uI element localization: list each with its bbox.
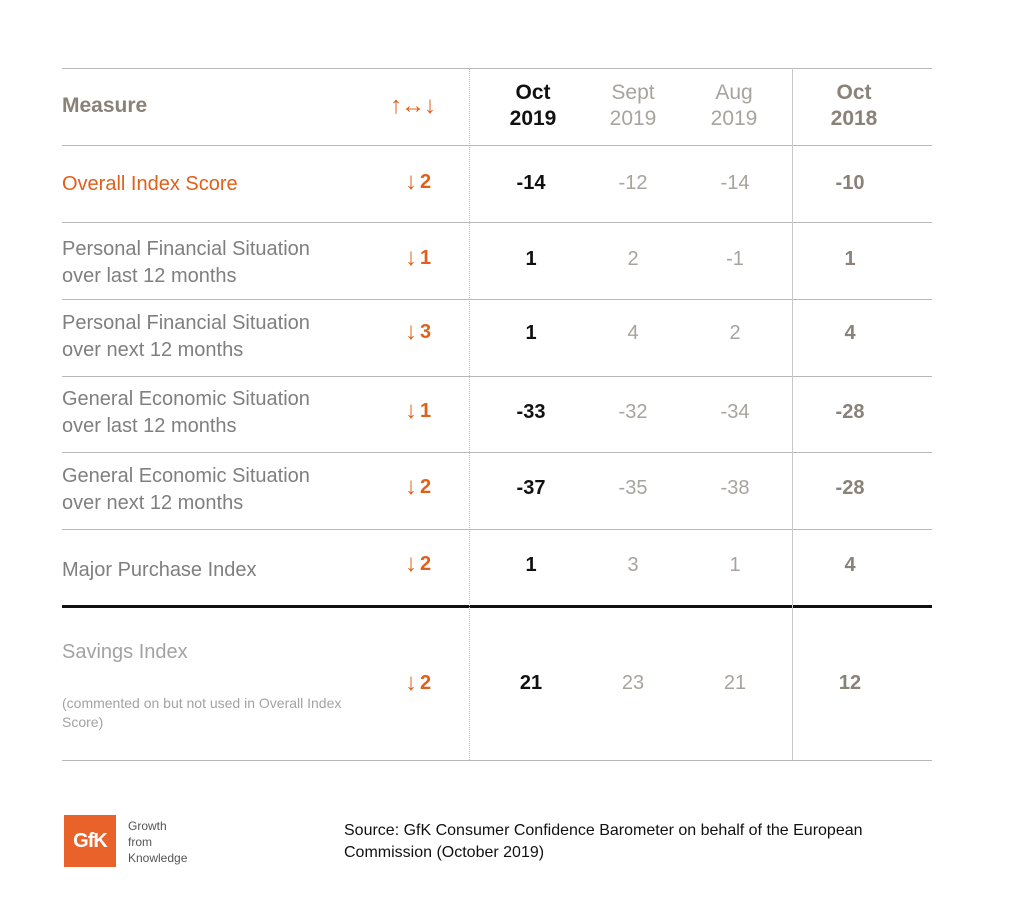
value-cell: -14 [720, 172, 750, 194]
value-cell: 1 [525, 322, 537, 344]
change-indicator: ↓ 2 [405, 552, 431, 576]
down-arrow-icon: ↓ [405, 397, 417, 424]
value-cell: -14 [516, 172, 546, 194]
value-cell: 1 [525, 554, 537, 576]
source-note: Source: GfK Consumer Confidence Baromete… [344, 822, 863, 861]
down-arrow-icon: ↓ [405, 244, 417, 271]
value-cell: 4 [844, 322, 856, 344]
value-cell: 3 [627, 554, 639, 576]
value-cell: 23 [621, 672, 645, 694]
value-cell: -34 [720, 401, 750, 423]
value-cell: -12 [618, 172, 648, 194]
header-rule [62, 145, 932, 146]
value-cell: 1 [844, 248, 856, 270]
savings-index-note: (commented on but not used in Overall In… [62, 695, 342, 730]
value-cell: -37 [516, 477, 546, 499]
down-arrow-icon: ↓ [405, 168, 417, 195]
column-divider [469, 68, 470, 760]
change-indicator: ↓ 1 [405, 399, 431, 423]
value-cell: 1 [729, 554, 741, 576]
down-arrow-icon: ↓ [405, 669, 417, 696]
change-value: 2 [420, 552, 432, 575]
value-cell: 2 [627, 248, 639, 270]
value-cell: 4 [844, 554, 856, 576]
change-value: 2 [420, 170, 432, 193]
down-arrow-icon: ↓ [405, 550, 417, 577]
row-rule [62, 376, 932, 377]
column-header-aug-2019: Aug 2019 [710, 81, 758, 130]
value-cell: 21 [519, 672, 543, 694]
savings-divider [62, 605, 932, 608]
change-indicator: ↓ 2 [405, 475, 431, 499]
tagline: Growth from Knowledge [128, 819, 188, 865]
change-value: 3 [420, 320, 432, 343]
value-cell: -28 [835, 477, 865, 499]
gfk-logo: GfK [64, 815, 116, 867]
value-cell: -10 [835, 172, 865, 194]
value-cell: -32 [618, 401, 648, 423]
row-label: General Economic Situation over next 12 … [62, 465, 310, 514]
value-cell: -38 [720, 477, 750, 499]
change-indicator: ↓ 2 [405, 671, 431, 695]
change-value: 1 [420, 246, 432, 269]
row-label: General Economic Situation over last 12 … [62, 388, 310, 437]
value-cell: 2 [729, 322, 741, 344]
table-bottom-rule [62, 760, 932, 761]
value-cell: -33 [516, 401, 546, 423]
row-rule [62, 222, 932, 223]
change-value: 2 [420, 671, 432, 694]
column-header-sept-2019: Sept 2019 [609, 81, 657, 130]
change-indicator: ↓ 2 [405, 170, 431, 194]
row-label: Overall Index Score [62, 173, 238, 195]
row-label: Personal Financial Situation over last 1… [62, 238, 310, 287]
change-value: 2 [420, 475, 432, 498]
row-rule [62, 299, 932, 300]
column-header-oct-2019: Oct 2019 [509, 81, 557, 130]
row-label: Personal Financial Situation over next 1… [62, 312, 310, 361]
table-top-rule [62, 68, 932, 69]
down-arrow-icon: ↓ [405, 318, 417, 345]
change-value: 1 [420, 399, 432, 422]
row-label: Major Purchase Index [62, 559, 257, 581]
value-cell: 21 [723, 672, 747, 694]
value-cell: 4 [627, 322, 639, 344]
value-cell: -35 [618, 477, 648, 499]
row-rule [62, 452, 932, 453]
change-direction-icon: ↑↔↓ [390, 92, 436, 119]
down-arrow-icon: ↓ [405, 473, 417, 500]
value-cell: 12 [838, 672, 862, 694]
value-cell: -1 [726, 248, 744, 270]
row-rule [62, 529, 932, 530]
change-indicator: ↓ 1 [405, 246, 431, 270]
savings-index-label: Savings Index [62, 641, 188, 663]
change-indicator: ↓ 3 [405, 320, 431, 344]
value-cell: -28 [835, 401, 865, 423]
value-cell: 1 [525, 248, 537, 270]
column-header-oct-2018: Oct 2018 [830, 81, 878, 130]
measure-header: Measure [62, 94, 148, 117]
column-divider [792, 68, 793, 760]
